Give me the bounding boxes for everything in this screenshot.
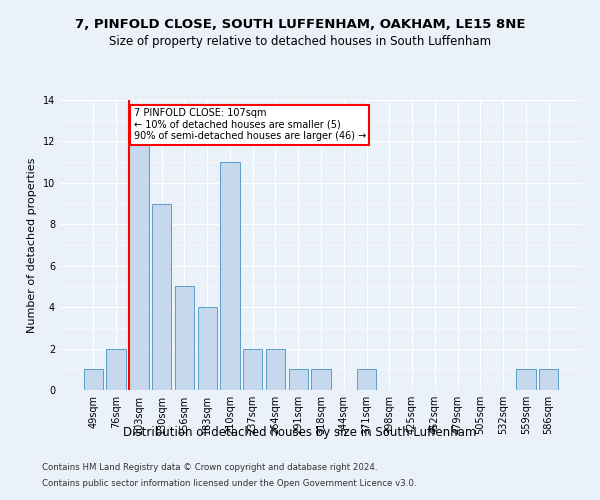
Bar xyxy=(84,370,103,390)
Bar xyxy=(152,204,172,390)
Bar xyxy=(266,348,285,390)
Bar xyxy=(197,307,217,390)
Bar xyxy=(311,370,331,390)
Bar xyxy=(175,286,194,390)
Text: Contains public sector information licensed under the Open Government Licence v3: Contains public sector information licen… xyxy=(42,478,416,488)
Bar xyxy=(357,370,376,390)
Bar xyxy=(516,370,536,390)
Text: Distribution of detached houses by size in South Luffenham: Distribution of detached houses by size … xyxy=(124,426,476,439)
Bar xyxy=(129,142,149,390)
Text: 7 PINFOLD CLOSE: 107sqm
← 10% of detached houses are smaller (5)
90% of semi-det: 7 PINFOLD CLOSE: 107sqm ← 10% of detache… xyxy=(134,108,366,142)
Bar xyxy=(289,370,308,390)
Bar xyxy=(106,348,126,390)
Y-axis label: Number of detached properties: Number of detached properties xyxy=(27,158,37,332)
Bar xyxy=(220,162,239,390)
Bar xyxy=(243,348,262,390)
Text: Contains HM Land Registry data © Crown copyright and database right 2024.: Contains HM Land Registry data © Crown c… xyxy=(42,464,377,472)
Bar xyxy=(539,370,558,390)
Text: Size of property relative to detached houses in South Luffenham: Size of property relative to detached ho… xyxy=(109,35,491,48)
Text: 7, PINFOLD CLOSE, SOUTH LUFFENHAM, OAKHAM, LE15 8NE: 7, PINFOLD CLOSE, SOUTH LUFFENHAM, OAKHA… xyxy=(75,18,525,30)
